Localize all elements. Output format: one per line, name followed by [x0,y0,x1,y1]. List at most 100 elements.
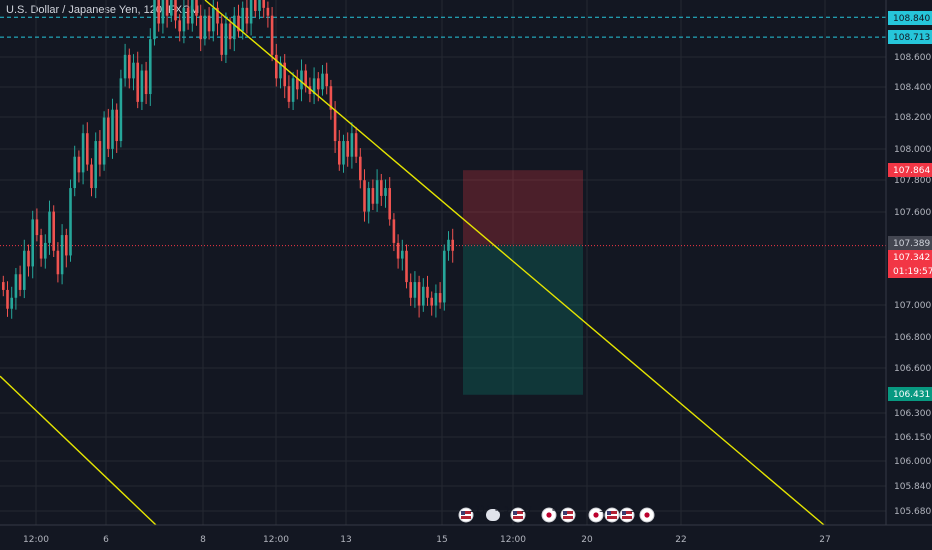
price-tick-label: 106.300 [894,409,931,419]
candle-up [413,282,417,298]
price-tick-label: 106.600 [894,364,931,374]
candle-down [216,7,219,24]
horizontal-levels[interactable] [0,16,886,247]
candle-down [392,219,396,243]
level-108-713-tag [888,30,932,44]
time-tick-label: 20 [581,535,593,545]
bid-price-tag [888,250,932,264]
stop-level-label: 107.864 [893,166,930,176]
candle-down [6,289,9,309]
candle-down [56,250,60,275]
price-tick-label: 108.000 [894,145,931,155]
us-flag-3-stripe [622,514,632,516]
candle-up [447,239,450,251]
last-price-tag [888,236,932,250]
candle-down [174,0,177,21]
candle-down [90,164,93,189]
candle-up [161,0,165,24]
candle-down [107,117,110,149]
candle-down [287,86,291,102]
price-tick-label: 106.150 [894,433,931,443]
candle-down [2,282,5,290]
level-108-840-label: 108.840 [893,14,930,24]
candle-down [380,180,383,196]
us-flag-canton [563,511,567,515]
main-downtrend-trendline [204,0,825,526]
candle-down [98,141,102,165]
time-axis[interactable]: 12:00 6 8 12:00 13 15 12:00 20 22 27 [0,524,932,545]
jp-flag-jp-flag-icon [644,512,650,518]
price-tick-label: 106.000 [894,457,931,467]
jp-flag-4-label: 4 [552,505,558,515]
candle-up [233,15,236,40]
jp-flag-3-label: 3 [599,505,605,515]
candle-up [102,117,106,165]
candle-down [266,7,270,16]
stop-level-tag [888,163,932,177]
candle-up [401,250,404,259]
candle-down [333,109,337,142]
candle-down [371,188,375,204]
candle-up [312,78,316,95]
candle-up [132,62,135,79]
candle-up [23,250,26,290]
candle-down [228,23,232,40]
candle-up [300,70,303,90]
candle-up [249,0,253,24]
candle-down [338,141,341,165]
candle-down [363,180,366,212]
candle-up [81,133,85,173]
price-axis[interactable]: 108.600 108.400 108.200 108.000 107.800 107.6… [885,0,932,550]
candle-down [359,156,362,181]
candle-up [291,78,295,102]
last-price-label: 107.389 [893,239,930,249]
candle-down [115,109,118,142]
candle-up [422,286,425,306]
candle-down [65,235,68,256]
price-tick-label: 108.200 [894,113,931,123]
event-count-label: 4 5 [495,505,509,515]
lower-trendline-trendline [0,375,157,526]
target-level-label: 106.431 [893,390,930,400]
us-flag-37-label: 37 [521,505,532,515]
us-flag-stripe [563,514,573,516]
candle-up [123,54,127,79]
candle-down [283,62,286,87]
time-tick-label: 12:00 [23,535,49,545]
candle-up [434,293,438,306]
grid [0,0,886,525]
candle-down [275,54,278,79]
candle-down [451,239,454,251]
price-tick-label: 108.600 [894,53,931,63]
candle-down [77,156,81,173]
candle-up [224,23,228,55]
jp-flag-4-jp-flag-icon [546,512,552,518]
candle-up [69,188,72,256]
long-position-tool[interactable] [463,170,583,395]
time-tick-label: 13 [340,535,351,545]
candle-up [375,180,379,204]
candle-up [31,219,34,267]
candle-up [212,7,215,32]
price-tick-label: 105.840 [894,482,931,492]
candle-down [245,7,249,24]
trendlines[interactable] [0,0,825,526]
candle-up [140,70,144,102]
candle-up [119,78,123,142]
candle-down [195,0,198,16]
us-event-flags-stripe [461,514,471,516]
candle-down [199,15,202,40]
candle-up [149,39,152,95]
candle-down [325,73,328,87]
us-flag-3-canton [622,511,626,515]
bar-countdown-tag [888,264,932,278]
candle-up [321,73,324,90]
us-flag-2-stripe [607,514,617,516]
us-flag-37-canton [513,511,517,515]
candle-down [430,297,433,306]
bar-countdown-label: 01:19:57 [893,267,932,277]
time-tick-label: 12:00 [500,535,526,545]
candle-down [304,70,307,87]
